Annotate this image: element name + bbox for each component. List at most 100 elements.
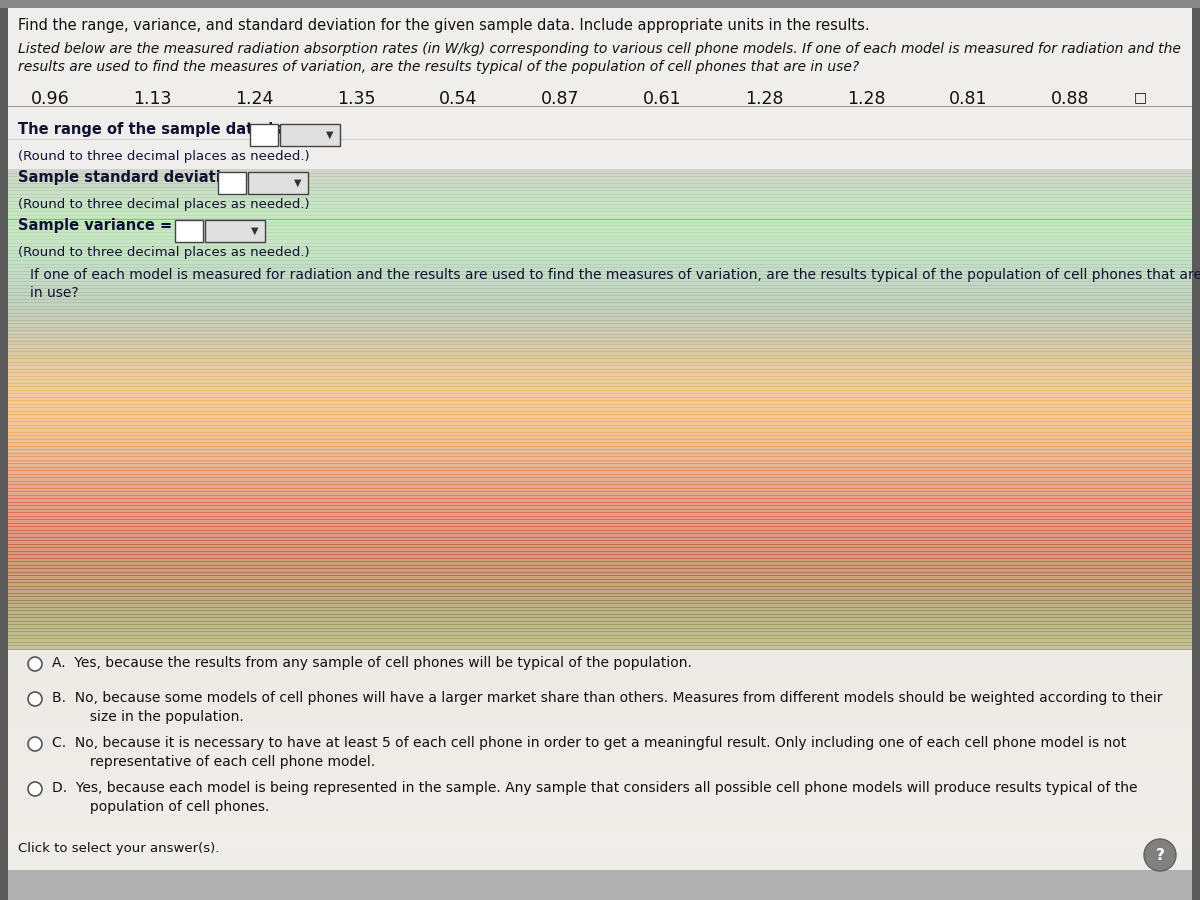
Text: 1.24: 1.24	[235, 90, 274, 108]
Circle shape	[28, 692, 42, 706]
Bar	[8, 305, 1192, 310]
Bar	[8, 410, 1192, 415]
Bar	[0, 0, 1200, 8]
Bar	[8, 232, 1192, 237]
Bar	[8, 253, 1192, 257]
Bar	[8, 355, 1192, 359]
Bar	[8, 806, 1192, 811]
Bar	[8, 855, 1192, 860]
Text: Sample standard deviation =: Sample standard deviation =	[18, 170, 258, 185]
Bar	[8, 620, 1192, 625]
Bar	[8, 652, 1192, 656]
Bar	[8, 533, 1192, 537]
Text: results are used to find the measures of variation, are the results typical of t: results are used to find the measures of…	[18, 60, 859, 74]
Bar	[8, 778, 1192, 782]
Text: (Round to three decimal places as needed.): (Round to three decimal places as needed…	[18, 198, 310, 211]
Text: (Round to three decimal places as needed.): (Round to three decimal places as needed…	[18, 150, 310, 163]
Bar	[8, 390, 1192, 394]
Bar	[8, 683, 1192, 688]
Bar	[8, 746, 1192, 751]
Bar	[8, 292, 1192, 296]
Bar	[8, 844, 1192, 849]
Text: size in the population.: size in the population.	[68, 710, 244, 724]
Text: ▼: ▼	[326, 130, 334, 140]
Bar	[8, 547, 1192, 552]
Bar	[8, 638, 1192, 643]
Bar	[8, 466, 1192, 471]
Bar	[8, 197, 1192, 202]
Text: Sample variance =: Sample variance =	[18, 218, 172, 233]
Bar	[8, 816, 1192, 821]
Bar	[8, 330, 1192, 335]
Bar	[8, 677, 1192, 681]
Bar	[8, 760, 1192, 765]
Bar	[8, 421, 1192, 426]
Bar	[8, 715, 1192, 719]
Bar	[8, 841, 1192, 845]
Text: □: □	[1134, 90, 1146, 104]
Text: 0.54: 0.54	[439, 90, 478, 108]
Text: Find the range, variance, and standard deviation for the given sample data. Incl: Find the range, variance, and standard d…	[18, 18, 870, 33]
Bar	[8, 225, 1192, 230]
Bar	[8, 274, 1192, 278]
Bar	[8, 781, 1192, 786]
Bar	[8, 757, 1192, 761]
Bar	[8, 610, 1192, 615]
Bar	[8, 690, 1192, 695]
Text: (Round to three decimal places as needed.): (Round to three decimal places as needed…	[18, 246, 310, 259]
Text: 0.96: 0.96	[31, 90, 70, 108]
Bar	[8, 526, 1192, 530]
Text: 0.88: 0.88	[1051, 90, 1090, 108]
Bar	[8, 589, 1192, 593]
Bar	[8, 204, 1192, 209]
Bar	[8, 8, 1192, 120]
Bar	[248, 172, 308, 194]
Bar	[8, 516, 1192, 520]
Bar	[8, 481, 1192, 485]
Bar	[8, 470, 1192, 474]
Bar	[8, 414, 1192, 418]
Text: C.  No, because it is necessary to have at least 5 of each cell phone in order t: C. No, because it is necessary to have a…	[52, 736, 1127, 750]
Text: A.  Yes, because the results from any sample of cell phones will be typical of t: A. Yes, because the results from any sam…	[52, 656, 692, 670]
Bar	[8, 277, 1192, 282]
Text: If one of each model is measured for radiation and the results are used to find : If one of each model is measured for rad…	[30, 268, 1200, 282]
Text: representative of each cell phone model.: representative of each cell phone model.	[68, 755, 376, 769]
Bar	[8, 813, 1192, 817]
Bar	[8, 334, 1192, 338]
Bar	[8, 824, 1192, 828]
Bar	[8, 627, 1192, 632]
Bar	[8, 382, 1192, 387]
Bar	[8, 771, 1192, 776]
Bar	[8, 368, 1192, 373]
Bar	[8, 851, 1192, 856]
Bar	[8, 838, 1192, 842]
Bar	[8, 599, 1192, 604]
Bar	[8, 190, 1192, 194]
Bar	[8, 498, 1192, 502]
Bar	[8, 344, 1192, 348]
Bar	[8, 803, 1192, 807]
Bar	[8, 386, 1192, 391]
Bar	[8, 340, 1192, 345]
Bar	[8, 523, 1192, 527]
Text: B.  No, because some models of cell phones will have a larger market share than : B. No, because some models of cell phone…	[52, 691, 1163, 705]
Bar	[8, 568, 1192, 572]
Text: population of cell phones.: population of cell phones.	[68, 800, 269, 814]
Bar	[8, 365, 1192, 370]
Bar	[8, 477, 1192, 482]
Text: 0.81: 0.81	[949, 90, 988, 108]
Bar	[8, 775, 1192, 779]
Bar	[8, 820, 1192, 824]
Bar	[8, 453, 1192, 457]
Bar	[8, 425, 1192, 429]
Bar	[8, 323, 1192, 328]
Bar	[8, 473, 1192, 478]
Bar	[280, 124, 340, 146]
Bar	[8, 271, 1192, 275]
Bar	[8, 214, 1192, 219]
Bar	[8, 662, 1192, 667]
Bar	[8, 456, 1192, 461]
Bar	[8, 624, 1192, 628]
Bar	[8, 176, 1192, 181]
Bar	[8, 221, 1192, 226]
